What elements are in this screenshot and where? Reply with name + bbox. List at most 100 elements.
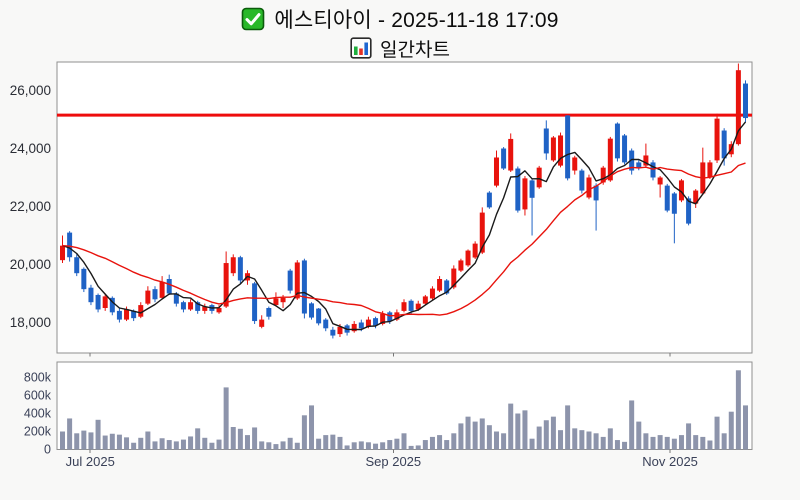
candle-body-up bbox=[273, 298, 279, 306]
volume-bar bbox=[572, 428, 578, 450]
volume-bar bbox=[515, 413, 521, 450]
volume-bar bbox=[365, 442, 371, 450]
candle-body-down bbox=[109, 297, 115, 313]
volume-bar bbox=[479, 418, 485, 450]
candle-body-down bbox=[593, 185, 599, 201]
candle-body-down bbox=[116, 310, 122, 320]
candle-body-down bbox=[180, 302, 186, 310]
candle-body-up bbox=[437, 279, 443, 291]
candle-body-up bbox=[188, 302, 194, 310]
candle-body-up bbox=[707, 162, 713, 178]
candle-body-up bbox=[693, 190, 699, 204]
candle-body-down bbox=[743, 83, 748, 119]
candle-body-up bbox=[294, 262, 300, 299]
volume-bar bbox=[437, 435, 443, 450]
volume-bar bbox=[678, 435, 684, 450]
candle-body-up bbox=[451, 268, 457, 288]
volume-bar bbox=[373, 443, 379, 450]
candle-body-down bbox=[543, 128, 549, 154]
volume-bar bbox=[244, 435, 250, 450]
candle-body-down bbox=[444, 280, 450, 294]
volume-bar bbox=[700, 436, 706, 450]
volume-bar bbox=[501, 433, 507, 450]
volume-bar bbox=[522, 410, 528, 450]
candle-body-up bbox=[536, 167, 542, 188]
volume-bar bbox=[180, 439, 186, 450]
volume-bar bbox=[508, 403, 514, 450]
volume-bar bbox=[643, 433, 649, 450]
volume-bar bbox=[650, 436, 656, 450]
candle-body-up bbox=[138, 305, 144, 317]
volume-bar bbox=[195, 428, 201, 450]
candle-body-down bbox=[88, 287, 94, 303]
volume-bar bbox=[109, 433, 115, 450]
price-tick-label: 18,000 bbox=[10, 315, 51, 330]
candle-body-down bbox=[74, 257, 80, 274]
volume-bar bbox=[316, 438, 322, 450]
candle-body-up bbox=[365, 319, 371, 327]
ma20-line bbox=[62, 162, 746, 317]
candle-body-down bbox=[664, 185, 670, 211]
candle-body-up bbox=[558, 135, 564, 166]
volume-bar bbox=[358, 441, 364, 450]
volume-bar bbox=[600, 436, 606, 450]
volume-bar bbox=[74, 433, 80, 450]
volume-bar bbox=[95, 419, 101, 450]
candle-body-down bbox=[301, 260, 307, 314]
volume-bar bbox=[102, 435, 108, 450]
candle-body-down bbox=[579, 170, 585, 191]
candle-body-up bbox=[380, 313, 386, 324]
candle-body-down bbox=[358, 322, 364, 329]
volume-bar bbox=[735, 370, 741, 450]
candle-body-down bbox=[287, 270, 293, 291]
volume-bar bbox=[714, 416, 720, 450]
candle-body-up bbox=[479, 212, 485, 253]
volume-bar bbox=[593, 433, 599, 450]
volume-bar bbox=[415, 445, 421, 450]
volume-bar bbox=[422, 440, 428, 450]
candle-body-up bbox=[508, 138, 514, 171]
volume-bar bbox=[131, 442, 137, 450]
volume-bar bbox=[543, 420, 549, 450]
candle-body-up bbox=[572, 157, 578, 171]
volume-bar bbox=[337, 436, 343, 450]
date-axis: Jul 2025 Sep 2025 Nov 2025 bbox=[66, 353, 698, 469]
subtitle-line: 일간차트 bbox=[0, 35, 800, 61]
volume-bar bbox=[707, 440, 713, 450]
volume-bar bbox=[472, 421, 478, 450]
candle-body-up bbox=[415, 303, 421, 310]
volume-bar bbox=[607, 428, 613, 450]
volume-bar bbox=[387, 440, 393, 450]
volume-bar bbox=[743, 405, 748, 450]
volume-bar bbox=[230, 427, 236, 450]
candle-body-up bbox=[600, 167, 606, 183]
price-tick-label: 20,000 bbox=[10, 257, 51, 272]
volume-bar bbox=[465, 416, 471, 450]
volume-bar bbox=[294, 442, 300, 450]
volume-bar bbox=[266, 442, 272, 450]
volume-bar bbox=[344, 445, 350, 450]
candle-body-up bbox=[657, 177, 663, 185]
candle-body-up bbox=[493, 157, 499, 186]
volume-bar bbox=[223, 387, 229, 450]
candle-body-down bbox=[515, 168, 521, 211]
price-tick-label: 24,000 bbox=[10, 141, 51, 156]
candle-body-up bbox=[216, 308, 222, 313]
candle-body-down bbox=[131, 310, 137, 319]
volume-bar bbox=[188, 436, 194, 450]
candle-body-up bbox=[230, 257, 236, 274]
volume-bar bbox=[287, 437, 293, 450]
candle-body-up bbox=[586, 177, 592, 198]
date-tick-label: Sep 2025 bbox=[365, 454, 421, 469]
volume-bar bbox=[323, 435, 329, 450]
candle-body-down bbox=[152, 289, 158, 300]
volume-bar bbox=[579, 430, 585, 450]
volume-bar bbox=[88, 432, 94, 450]
volume-bar bbox=[173, 441, 179, 450]
volume-tick-label: 600k bbox=[24, 389, 52, 403]
candle-body-down bbox=[636, 162, 642, 168]
candle-body-up bbox=[223, 263, 229, 307]
volume-bar bbox=[159, 438, 165, 450]
candle-body-up bbox=[550, 137, 556, 161]
